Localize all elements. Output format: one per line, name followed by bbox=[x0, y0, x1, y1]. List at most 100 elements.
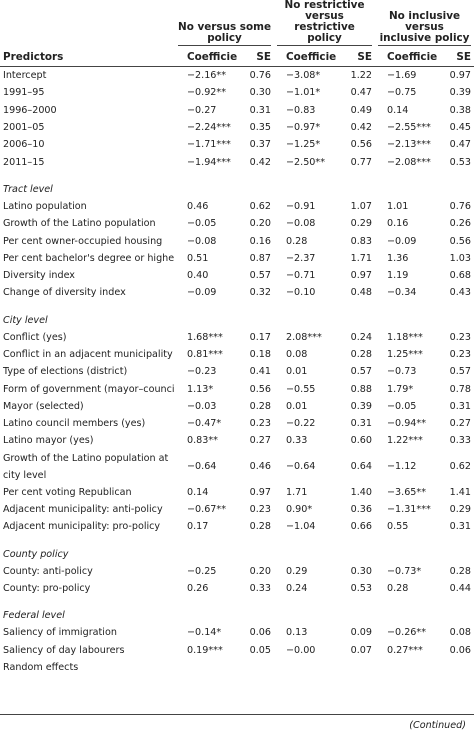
table-row: Random effects bbox=[0, 659, 474, 676]
standard-error: 0.56 bbox=[249, 383, 272, 395]
table-row: Adjacent municipality: anti-policy −0.67*… bbox=[0, 501, 474, 518]
coefficient: −0.83 bbox=[286, 104, 316, 116]
table-row: Conflict (yes) 1.68*** 0.17 2.08*** 0.24 1.18… bbox=[0, 329, 474, 346]
table-row: County: anti-policy −0.25 0.20 0.29 0.30 −0.7… bbox=[0, 563, 474, 580]
standard-error: 0.28 bbox=[350, 349, 373, 360]
coefficient: −0.09 bbox=[187, 287, 217, 299]
standard-error: 0.23 bbox=[449, 331, 472, 343]
coefficient: 1.01 bbox=[387, 200, 409, 212]
coefficient: −0.94** bbox=[387, 418, 427, 430]
standard-error: 0.78 bbox=[449, 383, 472, 395]
table-row: Type of elections (district) −0.23 0.41 0.0… bbox=[0, 363, 474, 380]
coefficient: −1.01* bbox=[286, 87, 321, 99]
row-label: Conflict (yes) bbox=[3, 331, 67, 343]
coefficient: 0.27*** bbox=[387, 644, 423, 656]
row-label: Per cent owner-occupied housing bbox=[3, 235, 163, 247]
standard-error: 0.56 bbox=[350, 139, 373, 151]
standard-error: 0.23 bbox=[449, 349, 472, 360]
coefficient: 0.14 bbox=[387, 104, 409, 116]
coefficient: −2.08*** bbox=[387, 156, 431, 168]
coefficient: 0.55 bbox=[387, 521, 409, 533]
standard-error: 0.16 bbox=[249, 235, 272, 247]
coefficient: 0.26 bbox=[187, 582, 209, 594]
standard-error: 0.64 bbox=[350, 461, 373, 473]
coefficient: −0.55 bbox=[286, 383, 316, 395]
coefficient: −1.25* bbox=[286, 139, 321, 151]
coefficient: 0.01 bbox=[286, 400, 308, 412]
standard-error: 1.22 bbox=[350, 70, 373, 82]
standard-error: 0.37 bbox=[249, 139, 272, 151]
column-header: SE bbox=[337, 48, 376, 67]
coefficient: 0.19*** bbox=[187, 644, 223, 656]
standard-error: 0.32 bbox=[249, 287, 272, 299]
coefficient: −2.24*** bbox=[187, 122, 231, 134]
table-row: Latino mayor (yes) 0.83** 0.27 0.33 0.60 1.22… bbox=[0, 432, 474, 449]
table-row: Saliency of day labourers 0.19*** 0.05 −0.0… bbox=[0, 641, 474, 658]
row-label: Latino population bbox=[3, 200, 87, 212]
coefficient: −0.47* bbox=[187, 418, 222, 430]
standard-error: 0.06 bbox=[249, 627, 272, 639]
row-label: 2006–10 bbox=[3, 139, 45, 151]
coefficient: −0.26** bbox=[387, 627, 427, 639]
row-label: Intercept bbox=[3, 70, 47, 82]
coefficient: 0.16 bbox=[387, 218, 409, 230]
coefficient: 0.33 bbox=[286, 435, 308, 447]
standard-error: 0.57 bbox=[249, 270, 272, 282]
group-header-text: No versus some policy bbox=[178, 21, 272, 46]
standard-error: 0.47 bbox=[350, 87, 373, 99]
standard-error: 0.31 bbox=[249, 104, 272, 116]
row-label: Latino council members (yes) bbox=[3, 418, 146, 430]
section-title: City level bbox=[3, 314, 48, 326]
column-header: Coefficient bbox=[175, 48, 238, 67]
coefficient: 0.17 bbox=[187, 521, 209, 533]
standard-error: 0.53 bbox=[350, 582, 373, 594]
coefficient: −0.73 bbox=[387, 366, 417, 378]
standard-error: 0.76 bbox=[249, 70, 272, 82]
section-row: Federal level bbox=[0, 597, 474, 624]
column-header: SE bbox=[438, 48, 474, 67]
row-label: Conflict in an adjacent municipality bbox=[3, 349, 173, 360]
group-header: No inclusive versus inclusive policy bbox=[375, 0, 474, 48]
table-row: 1996–2000 −0.27 0.31 −0.83 0.49 0.14 0.38 bbox=[0, 102, 474, 119]
standard-error: 0.53 bbox=[449, 156, 472, 168]
standard-error: 0.76 bbox=[449, 200, 472, 212]
table-row: Saliency of immigration −0.14* 0.06 0.13 0.0… bbox=[0, 624, 474, 641]
table-row: 1991–95 −0.92** 0.30 −1.01* 0.47 −0.75 0.39 bbox=[0, 84, 474, 101]
standard-error: 0.57 bbox=[449, 366, 472, 378]
row-label: Latino mayor (yes) bbox=[3, 435, 94, 447]
row-label: Mayor (selected) bbox=[3, 400, 84, 412]
table-row: Growth of the Latino population −0.05 0.20… bbox=[0, 215, 474, 232]
coefficient: −1.69 bbox=[387, 70, 417, 82]
coefficient: 1.79* bbox=[387, 383, 414, 395]
standard-error: 0.30 bbox=[249, 87, 272, 99]
standard-error: 0.46 bbox=[249, 461, 272, 473]
coefficient: 1.13* bbox=[187, 383, 214, 395]
standard-error: 0.39 bbox=[350, 400, 373, 412]
row-label: Adjacent municipality: anti-policy bbox=[3, 504, 163, 516]
coefficient: 1.22*** bbox=[387, 435, 423, 447]
standard-error: 0.27 bbox=[249, 435, 272, 447]
standard-error: 0.18 bbox=[249, 349, 272, 360]
coefficient: 0.01 bbox=[286, 366, 308, 378]
row-label: County: pro-policy bbox=[3, 582, 91, 594]
coefficient: 0.40 bbox=[187, 270, 209, 282]
standard-error: 0.27 bbox=[449, 418, 472, 430]
standard-error: 0.42 bbox=[350, 122, 373, 134]
standard-error: 0.43 bbox=[449, 287, 472, 299]
row-label: 1991–95 bbox=[3, 87, 45, 99]
blank bbox=[0, 0, 175, 48]
coefficient: −0.00 bbox=[286, 644, 316, 656]
section-title: Federal level bbox=[3, 610, 65, 622]
coefficient: −3.08* bbox=[286, 70, 321, 82]
coefficient: −0.05 bbox=[187, 218, 217, 230]
row-label: Per cent bachelor's degree or higher bbox=[3, 252, 175, 264]
table-row: 2001–05 −2.24*** 0.35 −0.97* 0.42 −2.55*** 0.4… bbox=[0, 119, 474, 136]
coefficient: −0.71 bbox=[286, 270, 316, 282]
standard-error: 0.77 bbox=[350, 156, 373, 168]
standard-error: 1.41 bbox=[449, 486, 472, 498]
standard-error: 0.29 bbox=[350, 218, 373, 230]
row-label: 1996–2000 bbox=[3, 104, 57, 116]
standard-error: 0.88 bbox=[350, 383, 373, 395]
standard-error: 0.35 bbox=[249, 122, 272, 134]
row-label: Per cent voting Republican bbox=[3, 486, 132, 498]
